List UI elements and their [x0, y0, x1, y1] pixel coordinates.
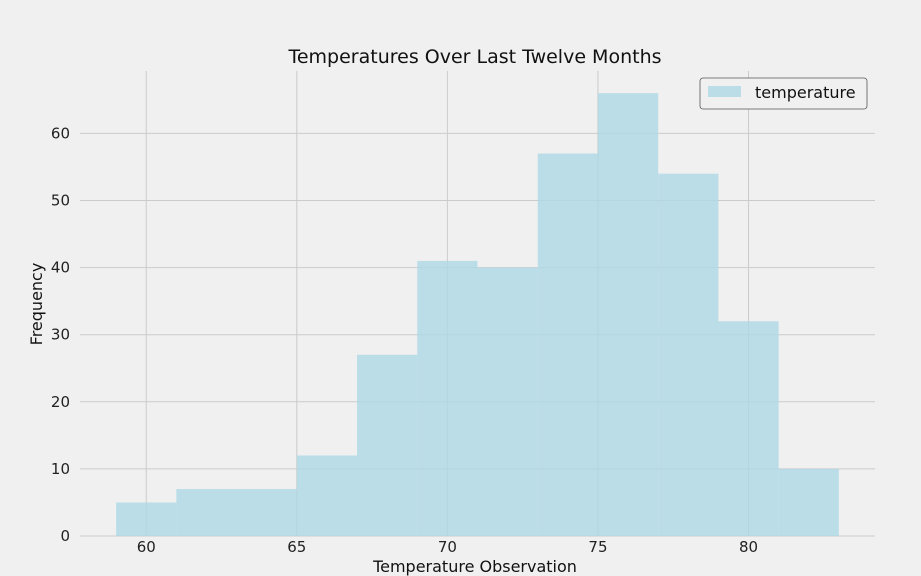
x-tick-label: 75 — [588, 538, 607, 556]
chart-title: Temperatures Over Last Twelve Months — [287, 46, 661, 68]
y-axis-ticks: 0 10 20 30 40 50 60 — [51, 124, 70, 545]
histogram-bar — [477, 267, 538, 536]
x-tick-label: 80 — [739, 538, 758, 556]
histogram-bar — [357, 354, 418, 536]
x-axis-label: Temperature Observation — [372, 557, 577, 576]
histogram-bar — [236, 489, 297, 536]
y-tick-label: 20 — [51, 393, 70, 411]
y-tick-label: 50 — [51, 192, 70, 210]
histogram-bar — [176, 489, 237, 536]
histogram-bar — [718, 321, 779, 536]
histogram-bar — [778, 468, 839, 536]
legend-swatch — [708, 86, 741, 97]
histogram-bar — [116, 502, 177, 536]
y-tick-label: 40 — [51, 259, 70, 277]
x-tick-label: 70 — [438, 538, 457, 556]
histogram-bar — [296, 455, 358, 536]
y-tick-label: 0 — [60, 527, 70, 545]
histogram-bar — [658, 173, 719, 536]
legend-label: temperature — [755, 83, 856, 102]
x-axis-ticks: 60 65 70 75 80 — [137, 538, 758, 556]
legend: temperature — [699, 77, 868, 110]
legend-box — [699, 77, 868, 110]
histogram-bar — [537, 153, 598, 536]
y-tick-label: 30 — [51, 326, 70, 344]
y-tick-label: 60 — [51, 124, 70, 142]
y-axis-label: Frequency — [27, 263, 46, 346]
histogram-bar — [417, 260, 478, 536]
histogram-bars — [116, 93, 839, 537]
x-tick-label: 65 — [287, 538, 306, 556]
x-tick-label: 60 — [137, 538, 156, 556]
y-tick-label: 10 — [51, 460, 70, 478]
histogram-bar — [597, 93, 659, 537]
